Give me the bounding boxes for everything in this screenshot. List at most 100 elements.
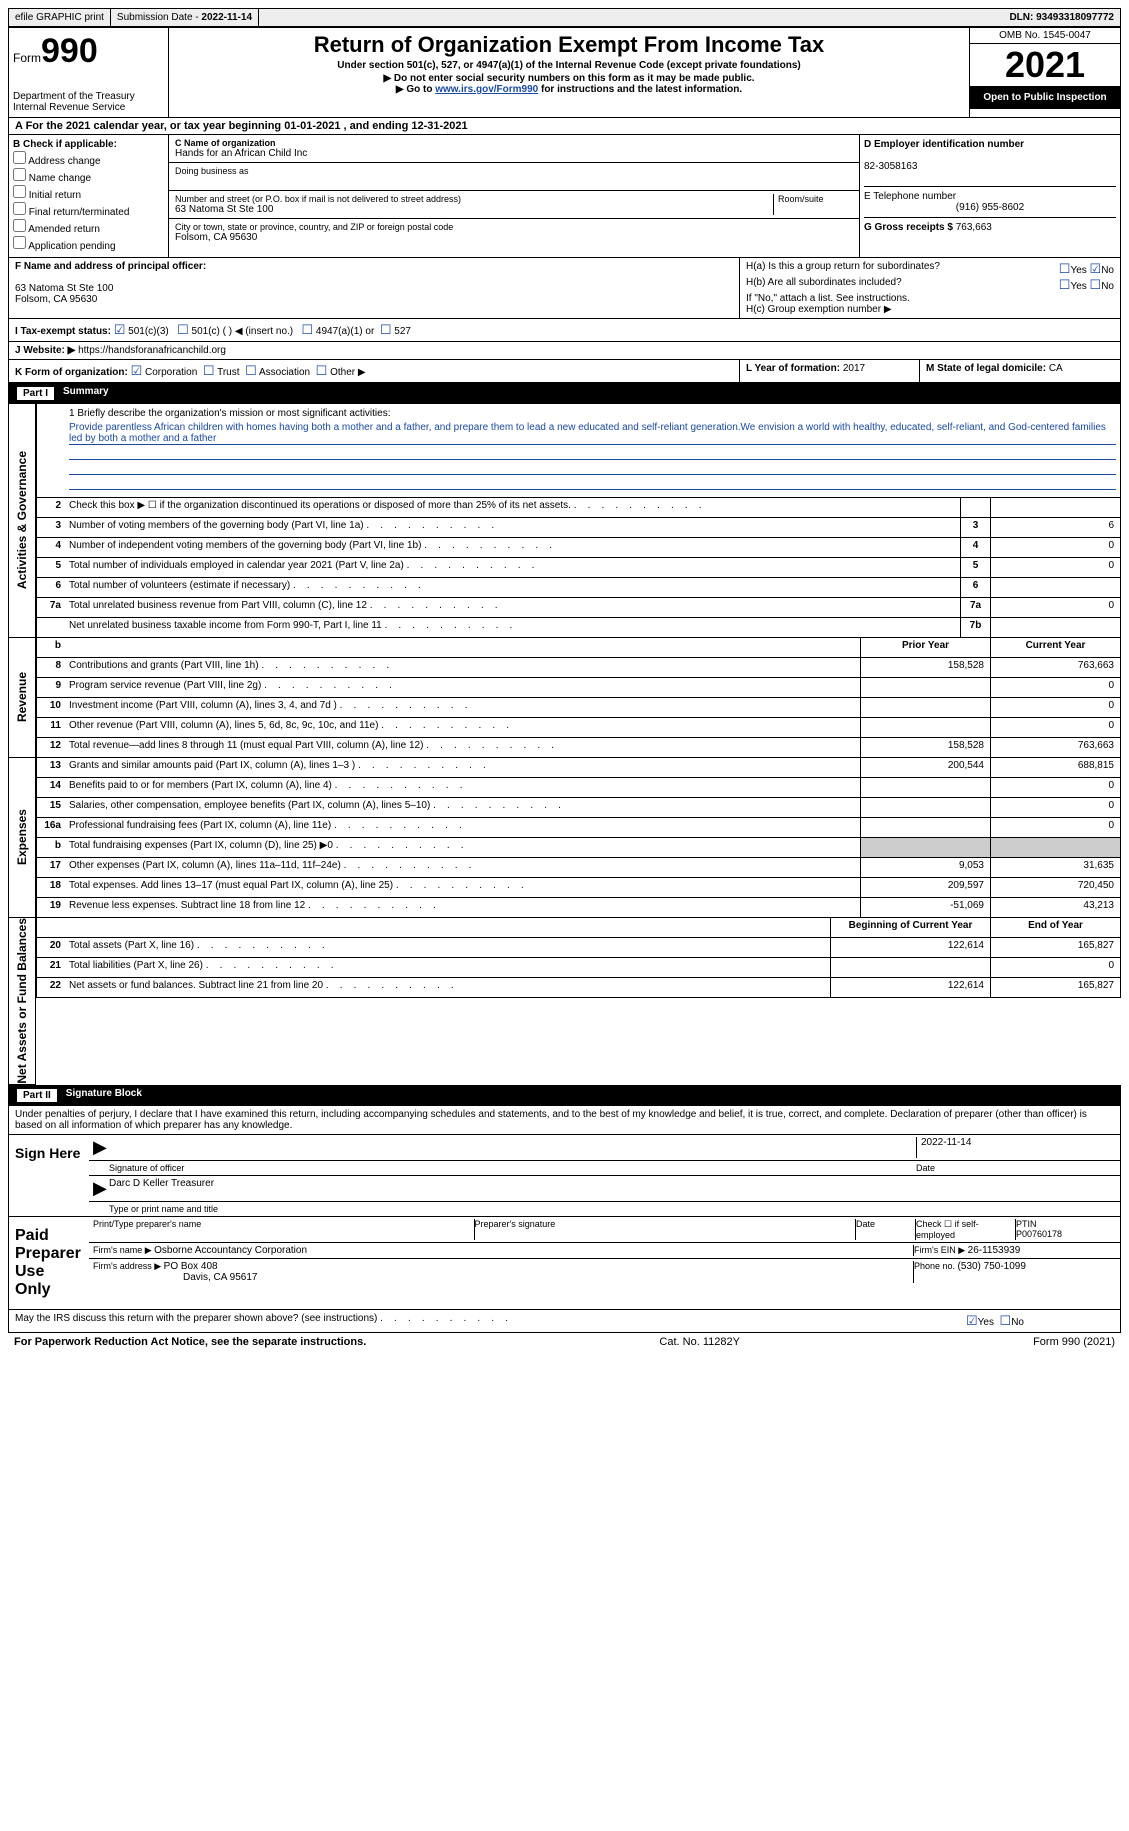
hb-yes[interactable]: ☐ (1059, 277, 1071, 292)
opt-name-change[interactable]: Name change (13, 168, 164, 184)
irs-link[interactable]: www.irs.gov/Form990 (435, 84, 538, 95)
discuss-no[interactable]: ☐ (1000, 1313, 1012, 1328)
city-label: City or town, state or province, country… (175, 222, 853, 232)
line-row: Net unrelated business taxable income fr… (36, 618, 1121, 638)
line-row: 20 Total assets (Part X, line 16) 122,61… (36, 938, 1121, 958)
open-public-label: Open to Public Inspection (970, 86, 1120, 109)
opt-initial-return[interactable]: Initial return (13, 185, 164, 201)
prep-name-label: Print/Type preparer's name (93, 1219, 475, 1240)
sign-here-label: Sign Here (9, 1135, 89, 1216)
efile-label: efile GRAPHIC print (9, 9, 111, 26)
form-header: Form990 Department of the Treasury Inter… (8, 27, 1121, 118)
opt-amended[interactable]: Amended return (13, 219, 164, 235)
k-trust-check[interactable]: ☐ (203, 363, 215, 378)
prep-sig-label: Preparer's signature (475, 1219, 857, 1240)
k-other-check[interactable]: ☐ (316, 363, 328, 378)
line-row: 5 Total number of individuals employed i… (36, 558, 1121, 578)
firm-phone-label: Phone no. (914, 1261, 958, 1271)
footer-left: For Paperwork Reduction Act Notice, see … (14, 1336, 366, 1348)
activities-tab: Activities & Governance (8, 404, 36, 638)
firm-name-label: Firm's name ▶ (93, 1245, 154, 1255)
net-assets-tab: Net Assets or Fund Balances (8, 918, 36, 1085)
i-opt2: 501(c) ( ) ◀ (insert no.) (192, 326, 294, 337)
addr-label: Number and street (or P.O. box if mail i… (175, 194, 773, 204)
hb-label: H(b) Are all subordinates included? (746, 277, 902, 293)
c-label: C Name of organization (175, 138, 276, 148)
line-row: b Total fundraising expenses (Part IX, c… (36, 838, 1121, 858)
gross-receipts: 763,663 (956, 222, 992, 233)
paid-preparer-label: Paid Preparer Use Only (9, 1217, 89, 1309)
line-row: 22 Net assets or fund balances. Subtract… (36, 978, 1121, 998)
ptin-value: P00760178 (1016, 1229, 1062, 1239)
e-phone-label: E Telephone number (864, 191, 956, 202)
year-formation: 2017 (843, 363, 865, 374)
f-officer-label: F Name and address of principal officer: (15, 261, 206, 272)
street-address: 63 Natoma St Ste 100 (175, 204, 773, 215)
firm-addr1: PO Box 408 (164, 1261, 218, 1272)
line-row: 2 Check this box ▶ ☐ if the organization… (36, 498, 1121, 518)
line-row: 7a Total unrelated business revenue from… (36, 598, 1121, 618)
line-row: 16a Professional fundraising fees (Part … (36, 818, 1121, 838)
j-label: J Website: ▶ (15, 345, 78, 356)
ha-yes[interactable]: ☐ (1059, 261, 1071, 276)
hb-note: If "No," attach a list. See instructions… (746, 293, 1114, 304)
opt-app-pending[interactable]: Application pending (13, 236, 164, 252)
line-row: 9 Program service revenue (Part VIII, li… (36, 678, 1121, 698)
k-corp-check[interactable]: ☑ (131, 363, 143, 378)
i-501c-check[interactable]: ☐ (177, 322, 189, 337)
boy-header: Beginning of Current Year (830, 918, 990, 937)
city-value: Folsom, CA 95630 (175, 232, 853, 243)
line-row: 14 Benefits paid to or for members (Part… (36, 778, 1121, 798)
dept-label: Department of the Treasury Internal Reve… (13, 91, 164, 113)
form-prefix: Form (13, 51, 41, 65)
org-name: Hands for an African Child Inc (175, 148, 853, 159)
submission-label: Submission Date - (117, 12, 201, 23)
footer-mid: Cat. No. 11282Y (659, 1336, 740, 1348)
officer-name: Darc D Keller Treasurer (109, 1178, 214, 1199)
prior-year-header: Prior Year (860, 638, 990, 657)
line-row: 13 Grants and similar amounts paid (Part… (36, 758, 1121, 778)
ha-no[interactable]: ☑ (1090, 261, 1102, 276)
tax-year: 2021 (970, 44, 1120, 86)
room-label: Room/suite (773, 194, 853, 215)
i-501c3-check[interactable]: ☑ (114, 322, 126, 337)
note-2-pre: ▶ Go to (396, 84, 435, 95)
ha-label: H(a) Is this a group return for subordin… (746, 261, 940, 277)
l-label: L Year of formation: (746, 363, 843, 374)
dln-value: 93493318097772 (1036, 12, 1114, 23)
ein-value: 82-3058163 (864, 161, 917, 172)
form-subtitle: Under section 501(c), 527, or 4947(a)(1)… (173, 60, 965, 71)
line-row: 18 Total expenses. Add lines 13–17 (must… (36, 878, 1121, 898)
line-row: 3 Number of voting members of the govern… (36, 518, 1121, 538)
i-4947-check[interactable]: ☐ (301, 322, 313, 337)
firm-phone: (530) 750-1099 (958, 1261, 1026, 1272)
g-receipts-label: G Gross receipts $ (864, 222, 956, 233)
line-row: 4 Number of independent voting members o… (36, 538, 1121, 558)
firm-addr-label: Firm's address ▶ (93, 1261, 164, 1271)
hb-no[interactable]: ☐ (1090, 277, 1102, 292)
m-label: M State of legal domicile: (926, 363, 1049, 374)
check-b-label: B Check if applicable: (13, 139, 117, 150)
discuss-yes[interactable]: ☑ (966, 1313, 978, 1328)
section-b: B Check if applicable: Address change Na… (8, 135, 1121, 258)
omb-number: OMB No. 1545-0047 (970, 28, 1120, 44)
submission-date: 2022-11-14 (201, 12, 252, 23)
opt-final-return[interactable]: Final return/terminated (13, 202, 164, 218)
line-row: 6 Total number of volunteers (estimate i… (36, 578, 1121, 598)
firm-ein: 26-1153939 (968, 1245, 1021, 1256)
line-row: 12 Total revenue—add lines 8 through 11 … (36, 738, 1121, 758)
website-url[interactable]: https://handsforanafricanchild.org (78, 345, 226, 356)
note-2-post: for instructions and the latest informat… (538, 84, 742, 95)
sig-date-label: Date (916, 1163, 1116, 1173)
revenue-tab: Revenue (8, 638, 36, 758)
k-assoc-check[interactable]: ☐ (245, 363, 257, 378)
i-opt1: 501(c)(3) (128, 326, 169, 337)
i-527-check[interactable]: ☐ (380, 322, 392, 337)
penalties-text: Under penalties of perjury, I declare th… (8, 1106, 1121, 1135)
opt-address-change[interactable]: Address change (13, 151, 164, 167)
sign-here-block: Sign Here ▶2022-11-14 Signature of offic… (8, 1135, 1121, 1217)
d-ein-label: D Employer identification number (864, 139, 1024, 150)
line-row: 8 Contributions and grants (Part VIII, l… (36, 658, 1121, 678)
firm-addr2: Davis, CA 95617 (183, 1272, 258, 1283)
part1-header: Part ISummary (8, 383, 1121, 404)
